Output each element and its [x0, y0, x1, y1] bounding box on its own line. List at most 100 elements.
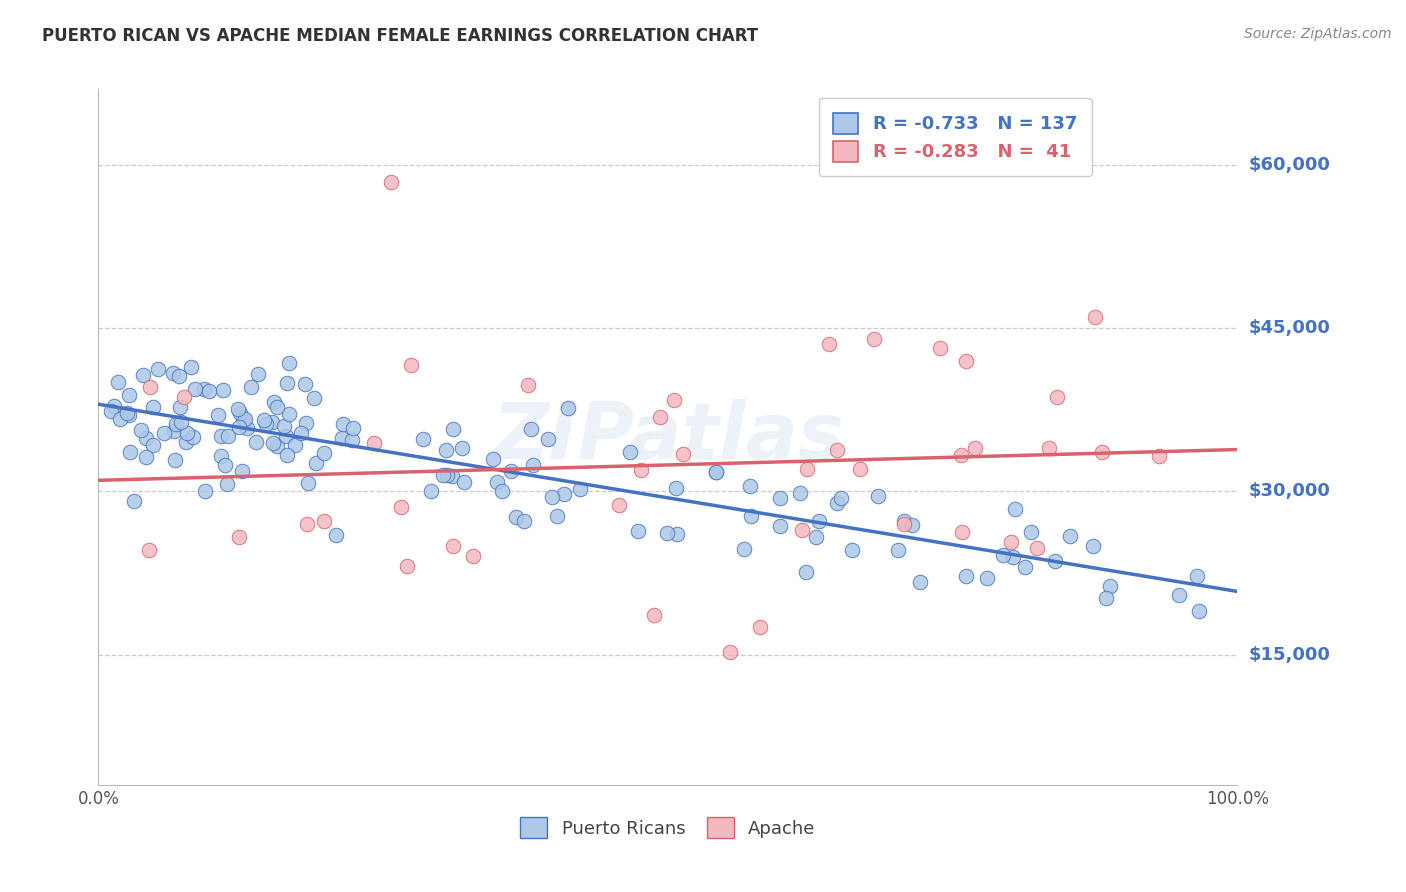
- Point: [522, 458, 544, 472]
- Point: [174, 434, 197, 449]
- Point: [312, 515, 335, 529]
- Point: [312, 446, 335, 460]
- Point: [718, 645, 741, 659]
- Point: [887, 542, 910, 557]
- Point: [789, 486, 811, 500]
- Point: [440, 469, 463, 483]
- Point: [512, 514, 534, 528]
- Point: [733, 542, 755, 557]
- Point: [740, 508, 762, 523]
- Point: [950, 524, 973, 539]
- Point: [453, 475, 475, 489]
- Point: [194, 483, 217, 498]
- Point: [211, 384, 233, 398]
- Point: [825, 443, 848, 458]
- Point: [342, 420, 364, 434]
- Point: [1095, 591, 1118, 606]
- Point: [134, 450, 156, 465]
- Point: [1167, 588, 1189, 602]
- Point: [955, 354, 977, 368]
- Point: [841, 543, 863, 558]
- Point: [233, 411, 256, 425]
- Point: [226, 401, 249, 416]
- Point: [107, 375, 129, 389]
- Point: [910, 574, 932, 589]
- Point: [671, 447, 693, 461]
- Point: [619, 444, 641, 458]
- Point: [253, 413, 276, 427]
- Point: [1084, 310, 1107, 325]
- Point: [399, 358, 422, 372]
- Point: [263, 395, 285, 409]
- Text: $15,000: $15,000: [1249, 646, 1330, 664]
- Point: [796, 565, 818, 579]
- Point: [115, 406, 138, 420]
- Point: [163, 424, 186, 438]
- Point: [486, 475, 509, 490]
- Point: [214, 458, 236, 472]
- Point: [389, 500, 412, 515]
- Point: [434, 443, 457, 458]
- Point: [817, 337, 839, 351]
- Point: [274, 429, 297, 443]
- Point: [297, 476, 319, 491]
- Point: [432, 468, 454, 483]
- Point: [276, 376, 298, 390]
- Point: [1002, 549, 1025, 564]
- Point: [142, 400, 165, 414]
- Point: [863, 332, 886, 346]
- Point: [748, 620, 770, 634]
- Point: [768, 519, 790, 533]
- Point: [290, 425, 312, 440]
- Point: [284, 438, 307, 452]
- Point: [395, 558, 418, 573]
- Point: [273, 418, 295, 433]
- Point: [655, 526, 678, 541]
- Point: [738, 478, 761, 492]
- Point: [1081, 539, 1104, 553]
- Point: [419, 484, 441, 499]
- Point: [505, 510, 527, 524]
- Point: [193, 382, 215, 396]
- Point: [991, 548, 1014, 562]
- Point: [129, 423, 152, 437]
- Point: [1187, 569, 1209, 583]
- Point: [792, 523, 814, 537]
- Point: [380, 175, 402, 189]
- Point: [229, 406, 252, 420]
- Point: [239, 379, 262, 393]
- Point: [176, 425, 198, 440]
- Point: [901, 518, 924, 533]
- Point: [436, 467, 458, 482]
- Point: [217, 429, 239, 443]
- Point: [332, 417, 354, 431]
- Text: $60,000: $60,000: [1249, 156, 1330, 174]
- Point: [142, 438, 165, 452]
- Point: [1014, 560, 1036, 574]
- Point: [181, 430, 204, 444]
- Point: [167, 368, 190, 383]
- Point: [262, 436, 284, 450]
- Point: [540, 491, 562, 505]
- Point: [180, 359, 202, 374]
- Point: [1099, 579, 1122, 593]
- Point: [330, 432, 353, 446]
- Point: [893, 514, 915, 528]
- Point: [228, 530, 250, 544]
- Text: PUERTO RICAN VS APACHE MEDIAN FEMALE EARNINGS CORRELATION CHART: PUERTO RICAN VS APACHE MEDIAN FEMALE EAR…: [42, 27, 758, 45]
- Point: [153, 426, 176, 441]
- Point: [441, 539, 464, 553]
- Point: [228, 419, 250, 434]
- Point: [363, 435, 385, 450]
- Point: [955, 569, 977, 583]
- Point: [100, 404, 122, 418]
- Point: [118, 445, 141, 459]
- Point: [131, 368, 153, 383]
- Point: [108, 411, 131, 425]
- Point: [481, 451, 503, 466]
- Point: [517, 377, 540, 392]
- Point: [568, 483, 591, 497]
- Point: [169, 401, 191, 415]
- Point: [103, 400, 125, 414]
- Point: [868, 489, 890, 503]
